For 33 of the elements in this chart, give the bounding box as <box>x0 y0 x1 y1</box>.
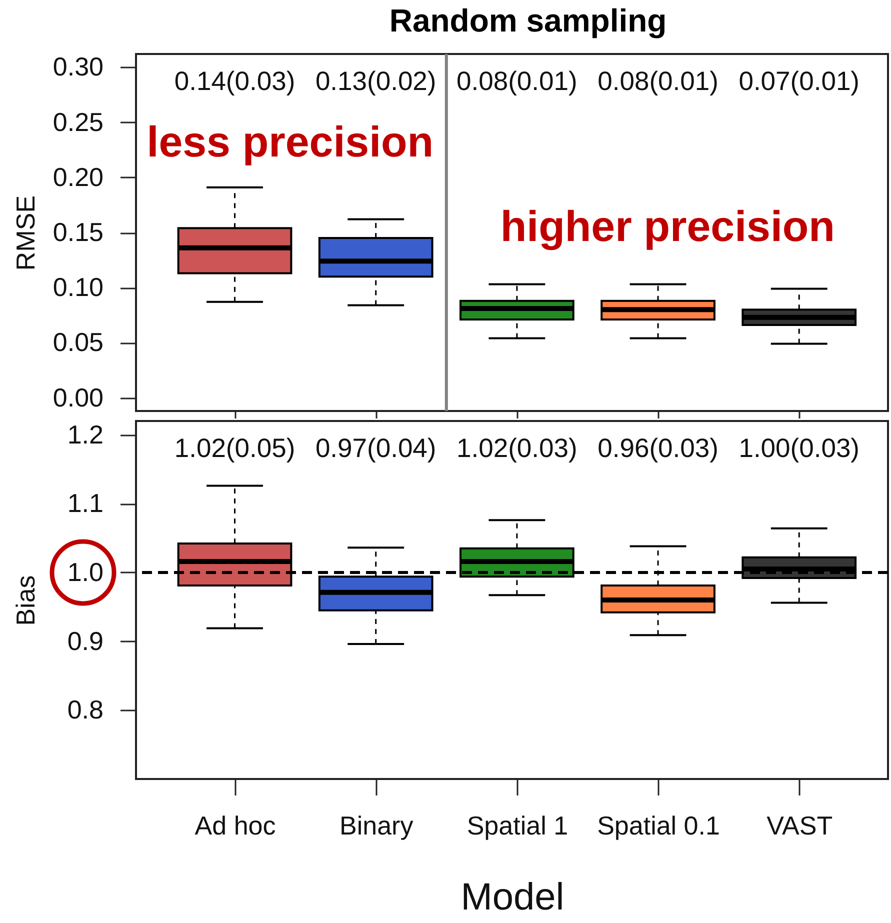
y-tick-label: 0.9 <box>67 626 104 656</box>
annotation: 1.02(0.05) <box>174 433 296 463</box>
chart-title: Random sampling <box>389 2 667 38</box>
y-tick-label: 0.00 <box>52 382 104 412</box>
annotation: 0.14(0.03) <box>174 66 296 96</box>
y-tick-label: 0.10 <box>52 272 104 302</box>
annotation: 1.00(0.03) <box>738 433 860 463</box>
y-axis-title: Bias <box>10 575 40 626</box>
y-tick-label: 0.30 <box>52 52 104 82</box>
annotation: 0.07(0.01) <box>738 66 860 96</box>
annotation: 0.08(0.01) <box>598 66 718 96</box>
annotation: 0.13(0.02) <box>315 66 436 96</box>
x-tick-label: Binary <box>340 810 414 840</box>
y-tick-label: 0.15 <box>52 217 104 247</box>
y-tick-label: 0.25 <box>52 106 104 137</box>
y-tick-label: 1.2 <box>67 419 104 450</box>
annotation: 0.97(0.04) <box>315 433 436 463</box>
annotation: 0.96(0.03) <box>598 433 718 463</box>
x-tick-label: Ad hoc <box>194 810 276 840</box>
annotation: 0.08(0.01) <box>456 66 578 96</box>
x-axis-title: Model <box>460 876 564 918</box>
x-tick-label: Spatial 1 <box>466 810 568 840</box>
x-tick-label: VAST <box>766 810 833 840</box>
y-tick-label: 0.05 <box>52 327 104 358</box>
x-tick-label: Spatial 0.1 <box>597 810 720 840</box>
y-axis-title: RMSE <box>10 195 40 271</box>
annotation: less precision <box>146 118 434 166</box>
y-tick-label: 0.8 <box>67 694 104 725</box>
y-tick-label: 1.1 <box>67 488 104 518</box>
annotation: 1.02(0.03) <box>456 433 578 463</box>
y-tick-label: 0.20 <box>52 162 104 192</box>
y-tick-label: 1.0 <box>67 556 104 587</box>
annotation: higher precision <box>500 202 835 251</box>
